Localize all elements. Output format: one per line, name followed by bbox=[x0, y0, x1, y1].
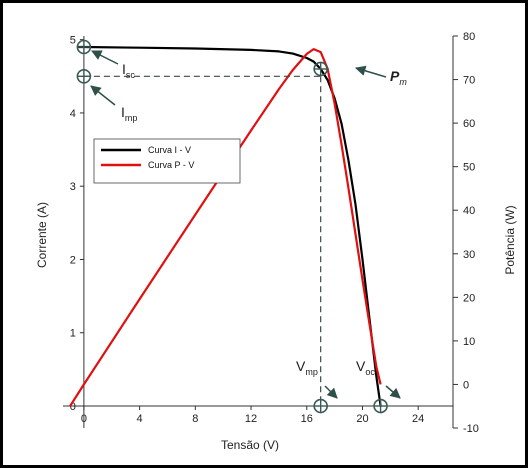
y-right-tick-label-2: 10 bbox=[463, 336, 475, 348]
series-layer bbox=[69, 45, 382, 407]
y-axis-left-label: Corrente (A) bbox=[35, 202, 49, 268]
arrow-isc bbox=[91, 50, 119, 65]
legend: Curva I - V Curva P - V bbox=[93, 138, 241, 184]
label-voc: Voc bbox=[356, 358, 375, 377]
y-left-tick-label-3: 3 bbox=[70, 181, 76, 193]
y-right-tick-label-8: 70 bbox=[463, 75, 475, 87]
label-imp: Imp bbox=[121, 104, 137, 123]
y-right-tick-label-9: 80 bbox=[463, 31, 475, 43]
x-tick-label-6: 24 bbox=[412, 413, 424, 425]
y-left-tick-label-1: 1 bbox=[70, 328, 76, 340]
y-right-tick-label-5: 40 bbox=[463, 205, 475, 217]
y-right-tick-label-6: 50 bbox=[463, 162, 475, 174]
legend-label-pv: Curva P - V bbox=[148, 160, 194, 170]
series-line-pv bbox=[69, 48, 382, 407]
annotation-voc: Voc bbox=[356, 358, 401, 399]
x-tick-label-1: 4 bbox=[137, 413, 143, 425]
x-axis-label: Tensão (V) bbox=[221, 438, 279, 452]
y-right-tick-label-0: -10 bbox=[463, 423, 479, 435]
point-markers bbox=[76, 39, 388, 414]
annotation-pm: Pm bbox=[354, 65, 407, 87]
y-left-tick-label-0: 0 bbox=[70, 401, 76, 413]
label-pm: Pm bbox=[390, 68, 407, 87]
label-isc: Isc bbox=[122, 61, 135, 80]
x-tick-label-5: 20 bbox=[356, 413, 368, 425]
annotation-isc: Isc bbox=[91, 50, 135, 80]
y-right-tick-label-3: 20 bbox=[463, 292, 475, 304]
arrow-imp bbox=[90, 85, 116, 106]
y-right-tick-label-1: 0 bbox=[463, 379, 469, 391]
marker-vmp bbox=[313, 398, 328, 414]
y-left-tick-label-2: 2 bbox=[70, 254, 76, 266]
x-tick-label-0: 0 bbox=[81, 413, 87, 425]
y-left-tick-label-5: 5 bbox=[70, 35, 76, 47]
marker-voc bbox=[373, 398, 388, 414]
marker-imp bbox=[76, 68, 92, 84]
y-right-tick-label-7: 60 bbox=[463, 118, 475, 130]
x-tick-label-2: 8 bbox=[192, 413, 198, 425]
arrow-vmp bbox=[324, 385, 338, 399]
x-tick-label-4: 16 bbox=[301, 413, 313, 425]
marker-isc bbox=[76, 39, 92, 55]
arrow-voc bbox=[385, 385, 401, 399]
legend-label-iv: Curva I - V bbox=[148, 145, 191, 155]
x-tick-label-3: 12 bbox=[245, 413, 257, 425]
annotation-imp: Imp bbox=[90, 85, 137, 123]
annotation-vmp: Vmp bbox=[296, 358, 338, 399]
label-vmp: Vmp bbox=[296, 358, 318, 377]
guide-lines bbox=[83, 75, 322, 407]
y-axis-right-label: Potência (W) bbox=[503, 205, 517, 274]
legend-box bbox=[93, 138, 241, 184]
y-left-tick-label-4: 4 bbox=[70, 108, 76, 120]
marker-pm bbox=[313, 61, 328, 77]
arrow-pm bbox=[354, 65, 387, 78]
y-right-tick-label-4: 30 bbox=[463, 249, 475, 261]
